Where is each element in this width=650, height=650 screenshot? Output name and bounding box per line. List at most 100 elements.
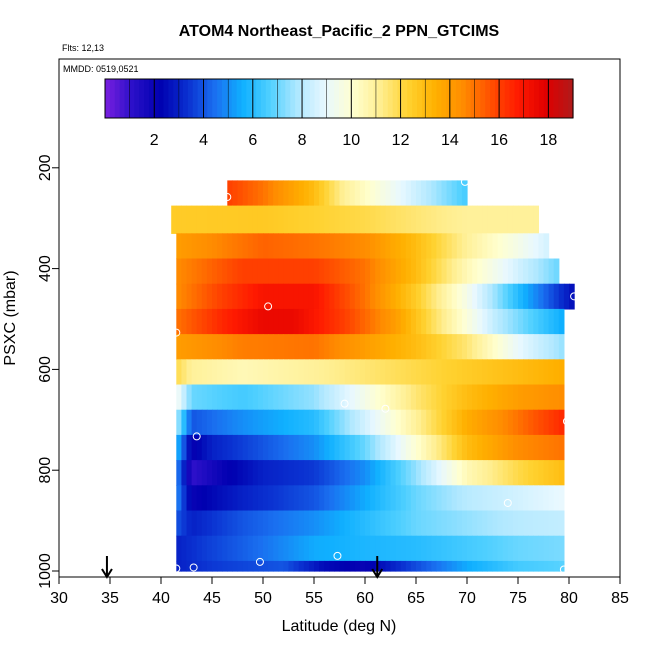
heatmap-cell (247, 180, 254, 207)
heatmap-cell (329, 283, 335, 310)
heatmap-cell (533, 409, 539, 436)
colorbar-cell (270, 79, 277, 118)
heatmap-cell (263, 359, 269, 386)
heatmap-cell (354, 359, 361, 386)
heatmap-cell (461, 460, 468, 486)
measurement-point (192, 432, 201, 441)
heatmap-cell (329, 409, 335, 436)
measurement-point (172, 328, 181, 337)
heatmap-cell (436, 233, 443, 260)
heatmap-cell (390, 359, 397, 386)
heatmap-cell (278, 485, 284, 512)
heatmap-cell (365, 205, 371, 234)
heatmap-cell (538, 409, 545, 436)
heatmap-cell (186, 233, 193, 260)
heatmap-cell (446, 334, 453, 360)
heatmap-cell (482, 434, 488, 461)
heatmap-cell (543, 460, 550, 486)
heatmap-cell (553, 460, 560, 486)
heatmap-cell (451, 308, 458, 335)
heatmap-cell (191, 535, 198, 562)
heatmap-cell (308, 308, 315, 335)
heatmap-cell (242, 434, 249, 461)
heatmap-cell (538, 434, 545, 461)
colorbar-cell (538, 79, 545, 118)
heatmap-cell (543, 434, 550, 461)
heatmap-cell (247, 233, 254, 260)
heatmap-cell (528, 409, 534, 436)
heatmap-cell (324, 460, 330, 486)
heatmap-cell (405, 308, 412, 335)
heatmap-cell (528, 283, 534, 310)
heatmap-cell (344, 334, 351, 360)
heatmap-cell (329, 485, 335, 512)
heatmap-cell (247, 460, 254, 486)
heatmap-cell (232, 460, 239, 486)
heatmap-cell (298, 233, 305, 260)
heatmap-cell (365, 485, 371, 512)
heatmap-cell (191, 485, 198, 512)
heatmap-cell (558, 384, 565, 411)
heatmap-cell (446, 258, 453, 285)
heatmap-cell (298, 460, 305, 486)
heatmap-cell (344, 460, 351, 486)
heatmap-cell (538, 485, 545, 512)
heatmap-cell (405, 560, 412, 572)
heatmap-cell (492, 384, 499, 411)
heatmap-cell (365, 434, 371, 461)
heatmap-cell (512, 308, 519, 335)
heatmap-cell (558, 308, 565, 335)
heatmap-cell (385, 180, 392, 207)
heatmap-cell (293, 535, 300, 562)
heatmap-cell (405, 460, 412, 486)
colorbar-cell (139, 79, 145, 118)
heatmap-cell (257, 460, 264, 486)
heatmap-cell (507, 205, 514, 234)
heatmap-cell (426, 535, 432, 562)
heatmap-cell (426, 283, 432, 310)
colorbar-cell (553, 79, 559, 118)
heatmap-cell (273, 359, 279, 386)
heatmap-cell (252, 180, 259, 207)
heatmap-cell (324, 258, 330, 285)
heatmap-cell (298, 535, 305, 562)
heatmap-cell (288, 384, 295, 411)
colorbar-cell (236, 79, 243, 118)
heatmap-cell (461, 308, 468, 335)
heatmap-cell (196, 434, 203, 461)
heatmap-cell (426, 258, 432, 285)
heatmap-cell (314, 205, 320, 234)
heatmap-cell (370, 205, 376, 234)
heatmap-cell (390, 485, 397, 512)
heatmap-cell (548, 283, 555, 310)
heatmap-cell (288, 205, 295, 234)
heatmap-cell (196, 510, 203, 537)
heatmap-cell (339, 205, 346, 234)
heatmap-cell (293, 560, 300, 572)
heatmap-cell (390, 258, 397, 285)
heatmap-cell (380, 560, 386, 572)
heatmap-cell (222, 359, 228, 386)
heatmap-cell (456, 334, 463, 360)
heatmap-cell (242, 334, 249, 360)
heatmap-cell (390, 560, 397, 572)
heatmap-cell (502, 560, 509, 572)
heatmap-cell (227, 308, 233, 335)
heatmap-cell (339, 535, 346, 562)
heatmap-cell (288, 510, 295, 537)
heatmap-cell (487, 384, 494, 411)
heatmap-cell (191, 384, 198, 411)
heatmap-cell (451, 334, 458, 360)
heatmap-cell (349, 434, 356, 461)
heatmap-cell (375, 233, 381, 260)
heatmap-cell (293, 205, 300, 234)
heatmap-cell (232, 560, 239, 572)
heatmap-cell (472, 535, 478, 562)
heatmap-cell (293, 283, 300, 310)
heatmap-cell (385, 434, 392, 461)
heatmap-cell (558, 359, 565, 386)
heatmap-cell (303, 233, 310, 260)
heatmap-cell (273, 258, 279, 285)
x-tick-label: 60 (356, 590, 374, 607)
heatmap-cell (380, 384, 386, 411)
